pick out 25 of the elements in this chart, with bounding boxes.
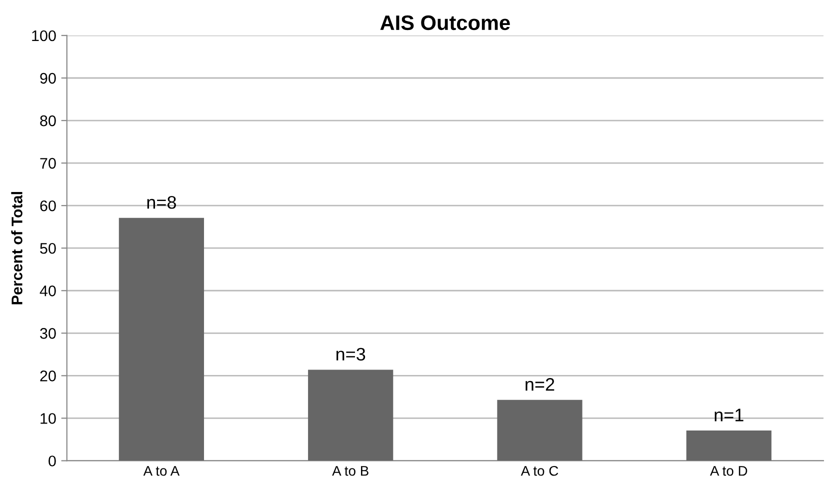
y-tick-label: 90 [40,72,56,84]
bar [497,400,582,461]
x-tick-label: A to B [332,466,368,476]
y-tick-label: 0 [48,456,56,466]
y-tick-label: 80 [40,115,56,126]
bar [118,218,204,461]
y-tick-label: 30 [40,328,56,339]
annotation: n=8 [147,196,176,209]
bar [686,430,772,461]
annotation: n=1 [714,408,744,422]
annotation: n=2 [526,378,554,391]
x-tick-label: A to C [520,466,558,476]
y-tick-label: 50 [40,242,56,254]
y-tick-label: 60 [40,200,56,212]
x-tick-label: A to A [143,466,180,476]
y-tick-label: 20 [40,370,56,382]
y-tick-label: 10 [40,413,56,424]
annotation: n=3 [336,348,366,361]
y-axis-title: Percent of Total [11,192,22,304]
bar [308,370,394,461]
y-tick-label: 70 [40,158,56,169]
y-tick-label: 40 [40,285,56,296]
x-tick-label: A to D [710,466,748,476]
chart-title: AIS Outcome [380,15,510,30]
y-tick-label: 100 [32,30,56,42]
